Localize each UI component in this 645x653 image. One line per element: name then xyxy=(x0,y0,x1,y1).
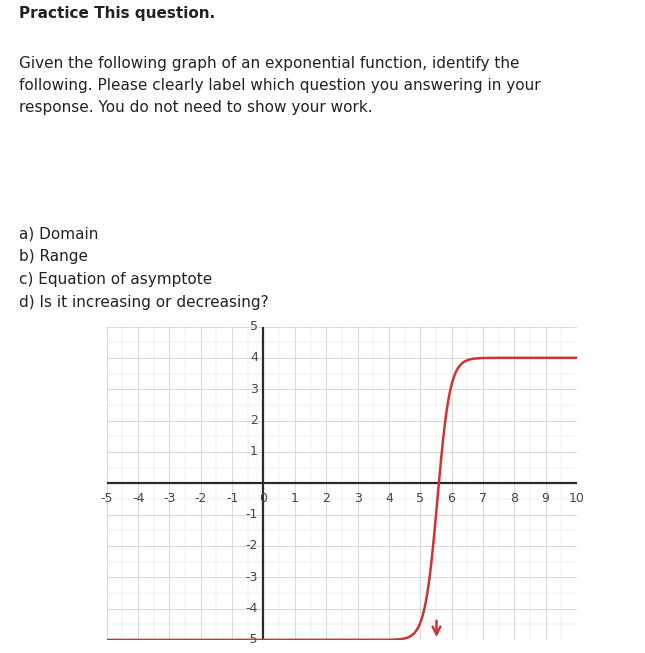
Text: 2: 2 xyxy=(322,492,330,505)
Text: -4: -4 xyxy=(132,492,144,505)
Text: -2: -2 xyxy=(246,539,258,552)
Text: 0: 0 xyxy=(259,492,268,505)
Text: 1: 1 xyxy=(250,445,258,458)
Text: Given the following graph of an exponential function, identify the
following. Pl: Given the following graph of an exponent… xyxy=(19,56,541,115)
Text: -5: -5 xyxy=(101,492,113,505)
Text: 6: 6 xyxy=(448,492,455,505)
Text: 5: 5 xyxy=(416,492,424,505)
Text: 5: 5 xyxy=(250,320,258,333)
Text: 2: 2 xyxy=(250,414,258,427)
Text: 3: 3 xyxy=(250,383,258,396)
Text: -5: -5 xyxy=(245,633,258,646)
Text: -1: -1 xyxy=(226,492,239,505)
Text: 7: 7 xyxy=(479,492,487,505)
Text: -2: -2 xyxy=(195,492,207,505)
Text: 4: 4 xyxy=(385,492,393,505)
Text: 3: 3 xyxy=(353,492,361,505)
Text: 9: 9 xyxy=(542,492,550,505)
Text: a) Domain
b) Range
c) Equation of asymptote
d) Is it increasing or decreasing?: a) Domain b) Range c) Equation of asympt… xyxy=(19,204,269,310)
Text: 10: 10 xyxy=(569,492,585,505)
Text: -4: -4 xyxy=(246,602,258,615)
Text: -3: -3 xyxy=(246,571,258,584)
Text: 4: 4 xyxy=(250,351,258,364)
Text: -3: -3 xyxy=(163,492,175,505)
Text: 1: 1 xyxy=(291,492,299,505)
Text: Practice This question.: Practice This question. xyxy=(19,7,215,22)
Text: 8: 8 xyxy=(510,492,518,505)
Text: -1: -1 xyxy=(246,508,258,521)
